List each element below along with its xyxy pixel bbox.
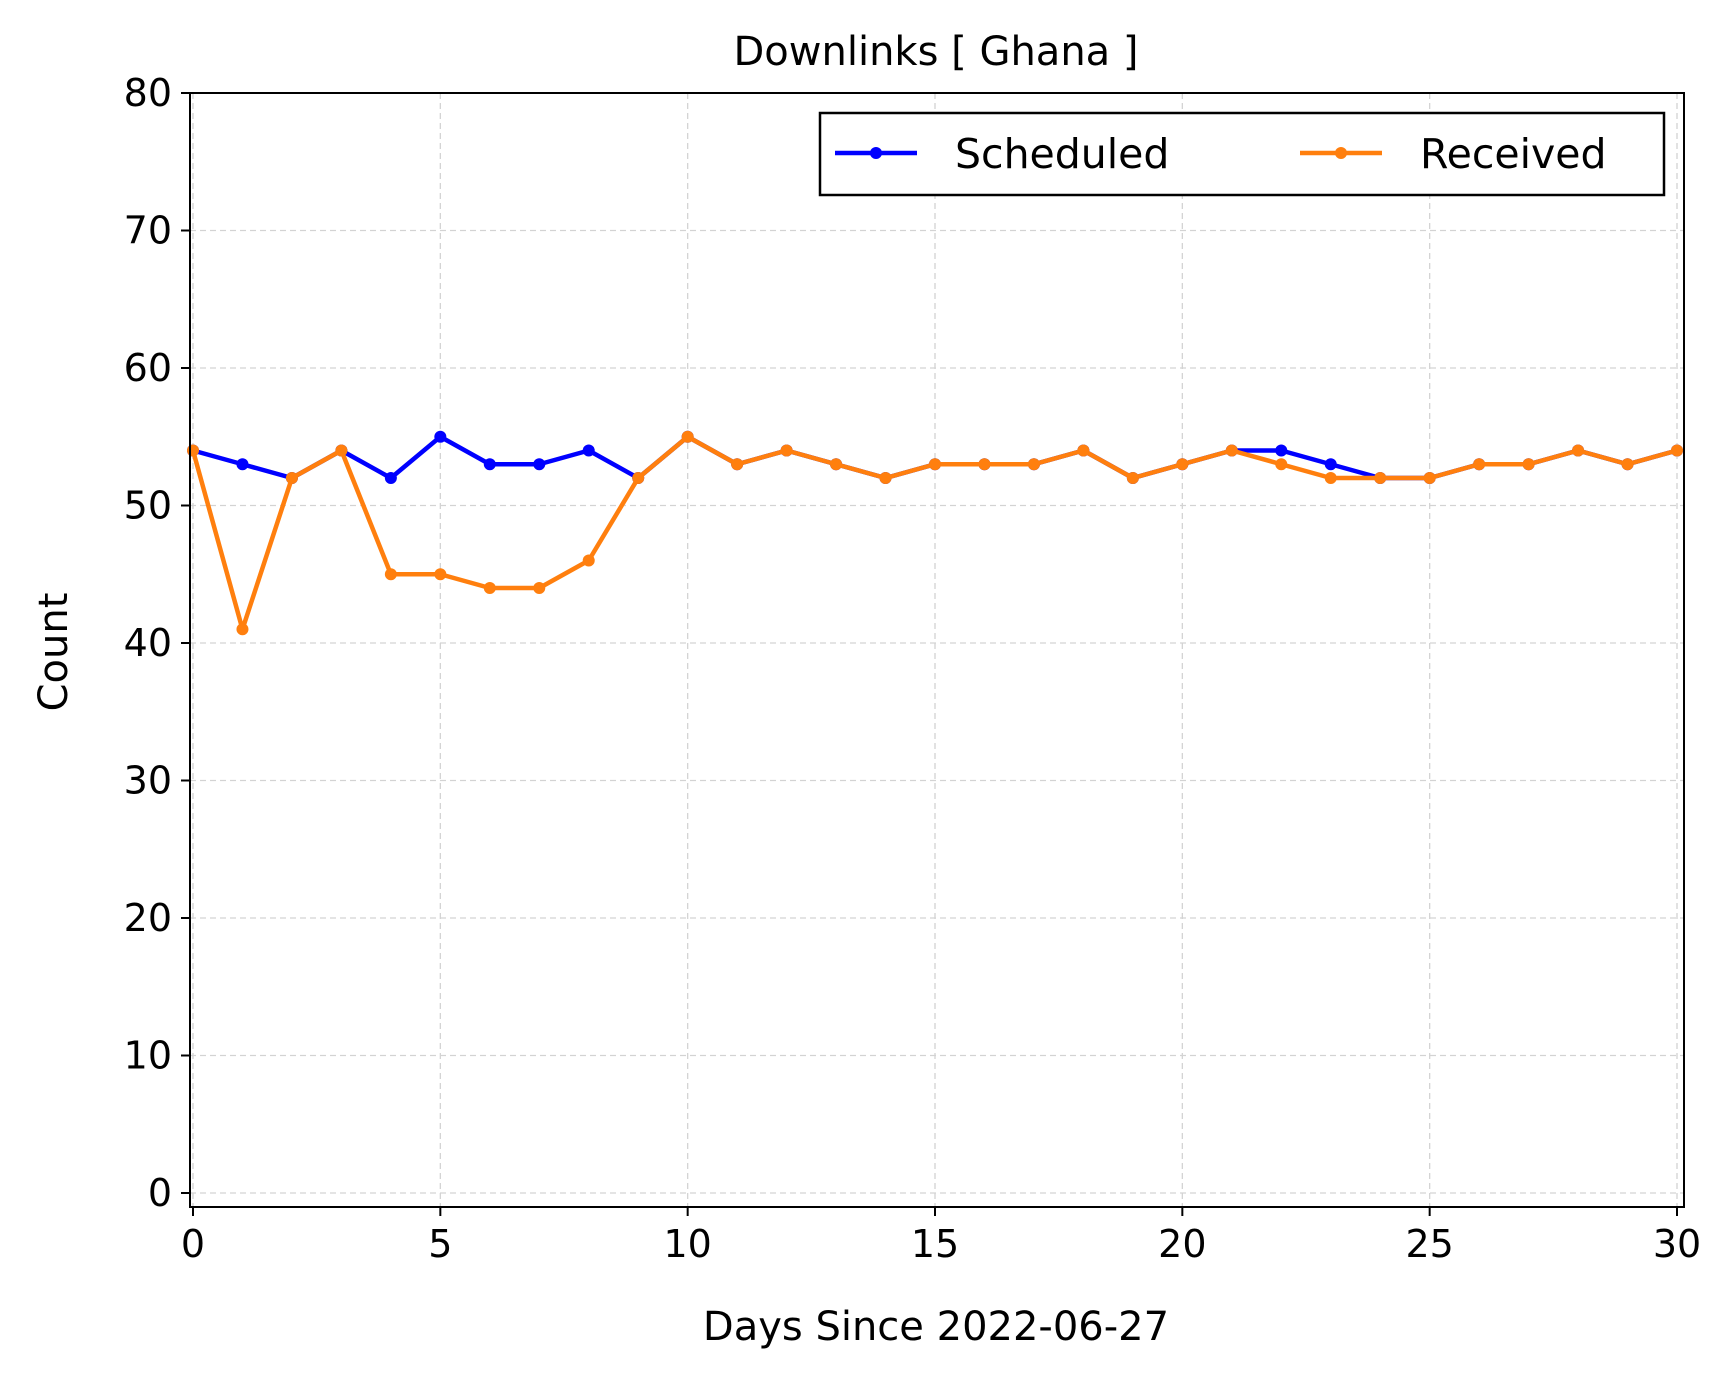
y-axis-title: Count <box>31 593 77 712</box>
x-tick-label: 15 <box>911 1222 959 1266</box>
y-tick-label: 10 <box>124 1034 172 1078</box>
x-tick-label: 10 <box>663 1222 711 1266</box>
data-point <box>879 472 892 484</box>
data-point <box>483 582 496 594</box>
data-point <box>434 568 447 581</box>
data-point <box>1572 444 1585 457</box>
y-tick-label: 50 <box>124 484 172 528</box>
series-layer <box>187 430 1683 636</box>
data-point <box>780 444 793 457</box>
data-point <box>1522 458 1535 471</box>
data-point <box>830 458 843 471</box>
data-point <box>236 458 249 471</box>
data-point <box>187 444 199 457</box>
y-tick-label: 0 <box>148 1171 172 1215</box>
data-point <box>1126 472 1139 484</box>
data-point <box>929 458 941 471</box>
data-point <box>384 472 397 484</box>
y-tick-label: 20 <box>124 896 172 940</box>
data-point <box>1423 472 1436 484</box>
data-point <box>483 458 496 471</box>
x-tick-label: 25 <box>1405 1222 1453 1266</box>
y-tick-label: 80 <box>124 71 172 115</box>
legend-swatch-marker <box>1335 147 1347 159</box>
x-tick-label: 5 <box>428 1222 452 1266</box>
y-tick-label: 40 <box>124 621 172 665</box>
data-point <box>1473 458 1486 471</box>
data-point <box>285 472 298 484</box>
y-tick-label: 60 <box>124 346 172 390</box>
data-point <box>1176 458 1189 471</box>
plot-frame <box>189 92 1685 1208</box>
data-point <box>236 623 249 636</box>
data-point <box>434 430 447 443</box>
legend-swatch-marker <box>870 147 882 159</box>
data-point <box>1324 472 1337 484</box>
data-point <box>582 444 595 457</box>
data-point <box>1225 444 1238 457</box>
data-point <box>1374 472 1387 484</box>
data-point <box>978 458 991 471</box>
data-point <box>1621 458 1634 471</box>
axis-ticks: 0 5 10 15 20 25 30 0 10 20 30 40 50 60 70 80 <box>124 71 1702 1266</box>
x-tick-label: 20 <box>1158 1222 1206 1266</box>
data-point <box>1027 458 1040 471</box>
legend-box <box>818 111 1666 197</box>
x-tick-label: 30 <box>1653 1222 1701 1266</box>
data-point <box>632 472 645 484</box>
legend: Scheduled Received <box>818 111 1666 197</box>
data-point <box>533 582 546 594</box>
data-point <box>1324 458 1337 471</box>
x-tick-label: 0 <box>181 1222 205 1266</box>
data-point <box>1077 444 1090 457</box>
data-point <box>582 554 595 567</box>
data-point <box>1275 444 1288 457</box>
data-point <box>1671 444 1683 457</box>
chart-title: Downlinks [ Ghana ] <box>734 29 1139 75</box>
data-point <box>533 458 546 471</box>
y-tick-label: 30 <box>124 759 172 803</box>
data-point <box>335 444 348 457</box>
data-point <box>1275 458 1288 471</box>
legend-label: Scheduled <box>955 130 1169 178</box>
legend-label: Received <box>1420 130 1607 178</box>
data-point <box>681 430 694 443</box>
y-tick-label: 70 <box>124 209 172 253</box>
data-point <box>731 458 744 471</box>
data-point <box>384 568 397 581</box>
x-axis-title: Days Since 2022-06-27 <box>703 1304 1169 1350</box>
